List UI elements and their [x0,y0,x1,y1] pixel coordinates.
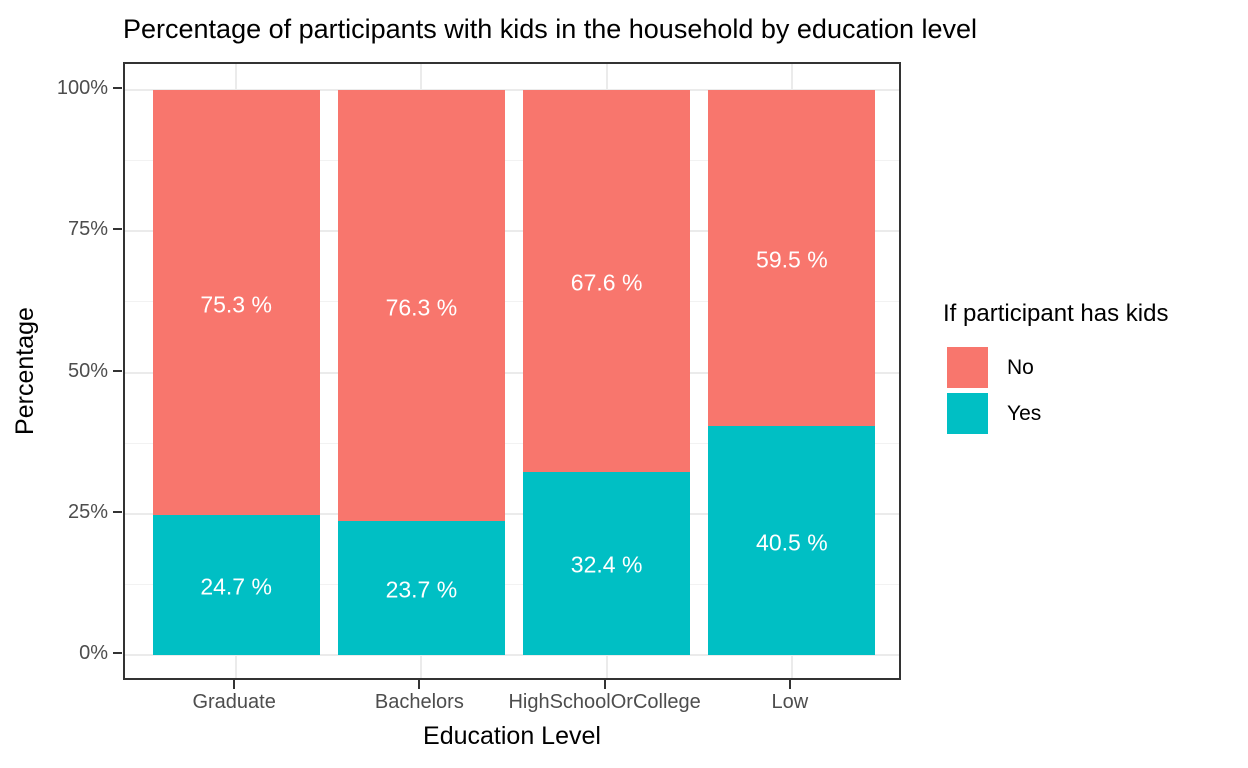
bar-value-label: 75.3 % [200,291,272,318]
y-tick-mark [113,510,122,513]
x-tick-mark [603,680,606,689]
y-tick-label: 25% [67,500,108,523]
x-tick-mark [788,680,791,689]
legend-title: If participant has kids [943,300,1169,327]
x-tick-mark [233,680,236,689]
chart-title: Percentage of participants with kids in … [123,14,978,44]
legend-item-no: No [947,347,1243,388]
bar-segment-no [523,90,691,472]
legend-item-yes: Yes [947,393,1243,434]
bar-segment-no [708,90,876,427]
bar-value-label: 23.7 % [385,576,458,603]
minor-gridline [125,301,899,303]
y-tick-mark [113,228,122,231]
bar-value-label: 32.4 % [570,551,643,578]
bar-value-label: 24.7 % [200,573,272,600]
y-tick-mark [113,87,122,89]
bar-segment-yes [152,515,320,655]
x-tick-mark [418,680,421,689]
bar-value-label: 76.3 % [385,294,458,321]
x-tick-label: Bachelors [374,691,464,713]
plot-panel: 24.7 % 75.3 % 23.7 % 76.3 % 32.4 % 67.6 % 40.5… [123,62,901,680]
x-tick-label: HighSchoolOrCollege [508,691,701,713]
bar-value-label: 67.6 % [570,269,643,296]
y-tick-mark [113,369,122,372]
legend-label-yes: Yes [1007,402,1042,425]
major-gridline [125,512,899,515]
major-gridline [125,89,899,91]
bar-segment-yes [708,426,876,655]
minor-gridline [125,583,899,585]
minor-gridline [125,442,899,444]
minor-gridline [125,160,899,162]
legend: If participant has kids No Yes [943,300,1243,439]
bar-value-label: 59.5 % [756,246,828,273]
bar-segment-no [152,90,320,516]
bar-value-label: 40.5 % [756,529,828,556]
y-tick-label: 100% [56,77,108,99]
bar-segment-yes [337,521,505,655]
bar-segment-no [337,90,505,522]
legend-key-yes-swatch [947,393,988,434]
major-gridline [125,654,899,656]
major-gridline [125,230,899,233]
y-tick-mark [113,652,122,654]
y-tick-label: 0% [79,642,108,664]
x-axis-title: Education Level [423,722,601,750]
legend-key-no-swatch [947,347,988,388]
x-tick-label: Low [771,691,809,713]
major-gridline [125,371,899,374]
y-tick-label: 50% [67,359,108,382]
x-tick-label: Graduate [192,691,276,713]
y-tick-label: 75% [67,218,108,241]
bar-segment-yes [523,471,691,655]
legend-label-no: No [1007,356,1034,379]
